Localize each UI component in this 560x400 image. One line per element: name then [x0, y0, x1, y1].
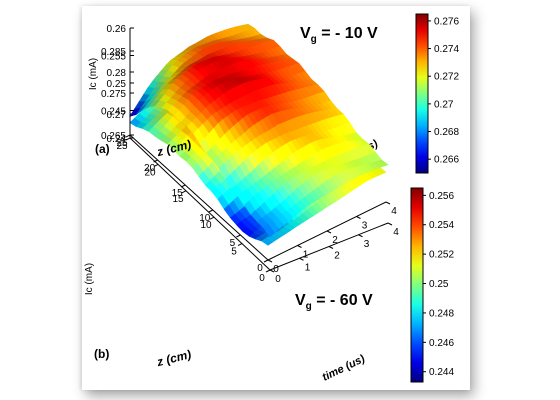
voltage-annotation-b: Vg = - 60 V — [295, 292, 373, 312]
time-tick-mark — [267, 259, 273, 263]
time-tick-mark — [269, 269, 275, 273]
time-tick-label: 1 — [305, 262, 311, 273]
z-position-axis-line — [129, 134, 269, 261]
time-tick-label: 3 — [364, 239, 370, 250]
z-tick-mark — [125, 137, 131, 141]
z-tick-label: 5 — [230, 238, 236, 249]
z-tick-label: 25 — [116, 141, 128, 152]
z-tick-mark — [209, 216, 215, 220]
time-tick-label: 4 — [391, 206, 397, 217]
current-tick-label: 0.245 — [101, 107, 126, 118]
z-tick-label: 0 — [259, 273, 265, 284]
colorbar-tick-label: 0.276 — [434, 16, 459, 27]
z-tick-mark — [125, 134, 131, 138]
colorbar-tick-label: 0.25 — [429, 279, 449, 290]
panel-label-a: (a) — [95, 142, 110, 156]
current-tick-label: 0.24 — [107, 134, 127, 145]
current-tick-label: 0.26 — [107, 24, 127, 35]
z-tick-mark — [153, 163, 159, 167]
current-tick-label: 0.25 — [107, 79, 127, 90]
time-tick-label: 3 — [362, 221, 368, 232]
time-tick-mark — [326, 230, 332, 234]
colorbar-tick-label: 0.256 — [429, 191, 454, 202]
surface-facet — [261, 237, 274, 246]
time-tick-mark — [387, 222, 393, 226]
colorbar-gradient — [410, 187, 424, 383]
time-tick-label: 1 — [303, 250, 309, 261]
time-tick-label: 0 — [273, 264, 279, 275]
z-tick-label: 25 — [116, 138, 128, 149]
z-tick-mark — [208, 209, 214, 213]
current-tick-label: 0.285 — [101, 47, 126, 58]
time-tick-label: 2 — [334, 251, 340, 262]
z-tick-label: 0 — [257, 263, 263, 274]
y-axis-label-b: z (cm) — [155, 347, 193, 369]
z-tick-mark — [153, 159, 158, 163]
voltage-subscript-a: g — [311, 34, 317, 45]
z-tick-label: 20 — [144, 167, 156, 178]
colorbar-tick-label: 0.246 — [429, 338, 454, 349]
colorbar-tick-label: 0.27 — [434, 99, 454, 110]
time-tick-label: 2 — [332, 235, 338, 246]
colorbar-b: 0.244 0.246 0.248 0.25 0.252 0.254 0.256 — [410, 187, 454, 383]
x-axis-label-b: time (us) — [320, 353, 367, 384]
z-tick-label: 15 — [172, 194, 184, 205]
time-tick-mark — [356, 216, 361, 219]
colorbar-tick-label: 0.272 — [434, 72, 459, 83]
voltage-symbol-a: V — [300, 25, 311, 42]
colorbar-a: 0.266 0.268 0.27 0.272 0.274 0.276 — [415, 13, 459, 174]
current-tick-label: 0.275 — [101, 89, 126, 100]
current-tick-label: 0.265 — [101, 131, 126, 142]
z-axis-label-a: Ic (mA) — [88, 58, 99, 90]
time-tick-mark — [358, 234, 363, 238]
z-tick-label: 5 — [231, 247, 237, 258]
colorbar-tick-label: 0.252 — [429, 250, 454, 261]
time-tick-mark — [385, 201, 391, 205]
voltage-subscript-b: g — [306, 301, 312, 312]
time-tick-label: 4 — [393, 227, 399, 238]
z-tick-label: 10 — [199, 213, 211, 224]
colorbar-tick-label: 0.266 — [434, 155, 459, 166]
surface-b — [129, 23, 389, 238]
z-tick-label: 10 — [200, 220, 212, 231]
z-tick-label: 20 — [144, 163, 156, 174]
z-tick-mark — [236, 234, 241, 238]
time-tick-mark — [299, 257, 304, 261]
current-tick-label: 0.255 — [101, 52, 126, 63]
colorbar-tick-label: 0.248 — [429, 308, 454, 319]
colorbar-gradient — [415, 13, 429, 174]
current-tick-label: 0.28 — [107, 68, 127, 79]
z-axis-label-b: Ic (mA) — [84, 263, 95, 295]
time-tick-label: 0 — [275, 274, 281, 285]
colorbar-tick-label: 0.268 — [434, 127, 459, 138]
colorbar-tick-label: 0.254 — [429, 220, 454, 231]
voltage-value-b: = - 60 V — [312, 292, 373, 309]
panel-label-b: (b) — [94, 347, 109, 361]
z-tick-mark — [265, 269, 271, 273]
voltage-value-a: = - 10 V — [317, 25, 378, 42]
surface-facet — [263, 223, 275, 238]
time-tick-mark — [328, 246, 334, 249]
z-tick-mark — [181, 190, 187, 194]
current-tick-label: 0.27 — [107, 110, 127, 121]
z-position-axis-line — [129, 137, 271, 271]
time-tick-mark — [297, 245, 302, 248]
colorbar-tick-label: 0.274 — [434, 44, 459, 55]
voltage-symbol-b: V — [295, 292, 306, 309]
z-tick-mark — [263, 259, 269, 263]
voltage-annotation-a: Vg = - 10 V — [300, 25, 378, 45]
colorbar-tick-label: 0.244 — [429, 367, 454, 378]
z-tick-label: 15 — [172, 188, 184, 199]
z-tick-mark — [237, 243, 243, 247]
